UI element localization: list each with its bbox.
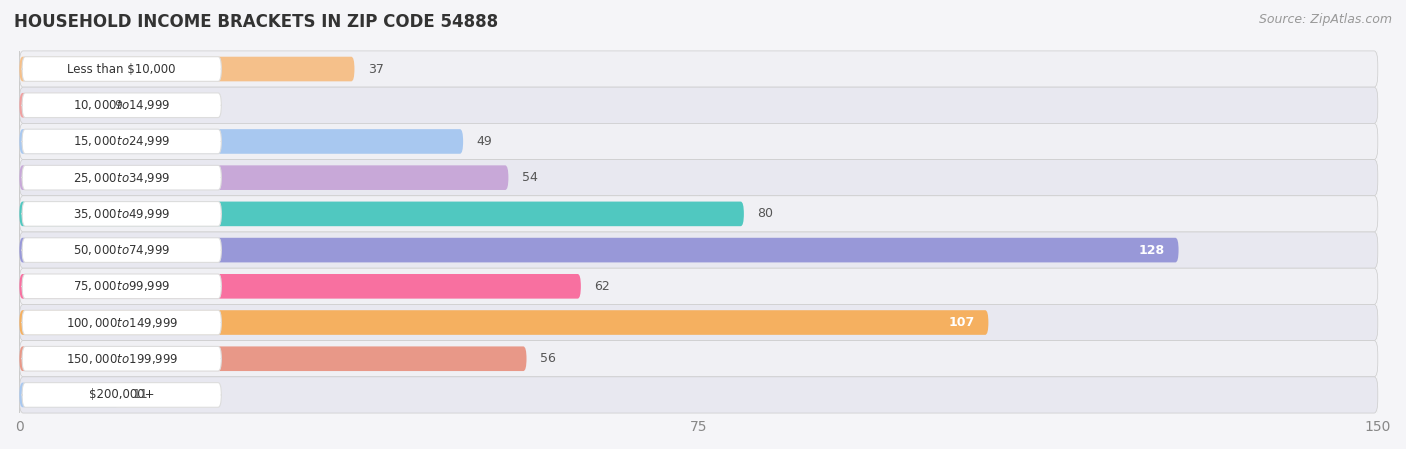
FancyBboxPatch shape bbox=[22, 310, 221, 335]
Text: $150,000 to $199,999: $150,000 to $199,999 bbox=[66, 352, 179, 366]
Text: 37: 37 bbox=[368, 62, 384, 75]
Text: 54: 54 bbox=[522, 171, 538, 184]
FancyBboxPatch shape bbox=[20, 129, 463, 154]
FancyBboxPatch shape bbox=[20, 238, 1178, 262]
FancyBboxPatch shape bbox=[20, 383, 120, 407]
Text: 62: 62 bbox=[595, 280, 610, 293]
FancyBboxPatch shape bbox=[20, 232, 1378, 268]
FancyBboxPatch shape bbox=[20, 196, 1378, 232]
FancyBboxPatch shape bbox=[22, 347, 221, 371]
FancyBboxPatch shape bbox=[20, 159, 1378, 196]
FancyBboxPatch shape bbox=[22, 274, 221, 299]
FancyBboxPatch shape bbox=[22, 165, 221, 190]
FancyBboxPatch shape bbox=[20, 268, 1378, 304]
FancyBboxPatch shape bbox=[20, 377, 1378, 413]
Text: $200,000+: $200,000+ bbox=[89, 388, 155, 401]
Text: 80: 80 bbox=[758, 207, 773, 220]
Text: Source: ZipAtlas.com: Source: ZipAtlas.com bbox=[1258, 13, 1392, 26]
Text: Less than $10,000: Less than $10,000 bbox=[67, 62, 176, 75]
Text: $15,000 to $24,999: $15,000 to $24,999 bbox=[73, 134, 170, 149]
FancyBboxPatch shape bbox=[20, 123, 1378, 159]
Text: $50,000 to $74,999: $50,000 to $74,999 bbox=[73, 243, 170, 257]
Text: 49: 49 bbox=[477, 135, 492, 148]
FancyBboxPatch shape bbox=[22, 93, 221, 118]
Text: 9: 9 bbox=[114, 99, 122, 112]
FancyBboxPatch shape bbox=[22, 57, 221, 81]
FancyBboxPatch shape bbox=[20, 202, 744, 226]
FancyBboxPatch shape bbox=[20, 87, 1378, 123]
Text: 56: 56 bbox=[540, 352, 555, 365]
Text: 11: 11 bbox=[132, 388, 148, 401]
Text: $35,000 to $49,999: $35,000 to $49,999 bbox=[73, 207, 170, 221]
FancyBboxPatch shape bbox=[20, 165, 509, 190]
Text: 128: 128 bbox=[1139, 244, 1166, 256]
FancyBboxPatch shape bbox=[20, 347, 526, 371]
FancyBboxPatch shape bbox=[20, 93, 101, 118]
FancyBboxPatch shape bbox=[22, 383, 221, 407]
FancyBboxPatch shape bbox=[20, 274, 581, 299]
FancyBboxPatch shape bbox=[20, 310, 988, 335]
Text: $10,000 to $14,999: $10,000 to $14,999 bbox=[73, 98, 170, 112]
FancyBboxPatch shape bbox=[22, 202, 221, 226]
Text: $25,000 to $34,999: $25,000 to $34,999 bbox=[73, 171, 170, 185]
FancyBboxPatch shape bbox=[20, 304, 1378, 341]
FancyBboxPatch shape bbox=[22, 238, 221, 262]
FancyBboxPatch shape bbox=[22, 129, 221, 154]
FancyBboxPatch shape bbox=[20, 341, 1378, 377]
FancyBboxPatch shape bbox=[20, 51, 1378, 87]
Text: $100,000 to $149,999: $100,000 to $149,999 bbox=[66, 316, 179, 330]
Text: 107: 107 bbox=[949, 316, 974, 329]
Text: $75,000 to $99,999: $75,000 to $99,999 bbox=[73, 279, 170, 293]
FancyBboxPatch shape bbox=[20, 57, 354, 81]
Text: HOUSEHOLD INCOME BRACKETS IN ZIP CODE 54888: HOUSEHOLD INCOME BRACKETS IN ZIP CODE 54… bbox=[14, 13, 498, 31]
